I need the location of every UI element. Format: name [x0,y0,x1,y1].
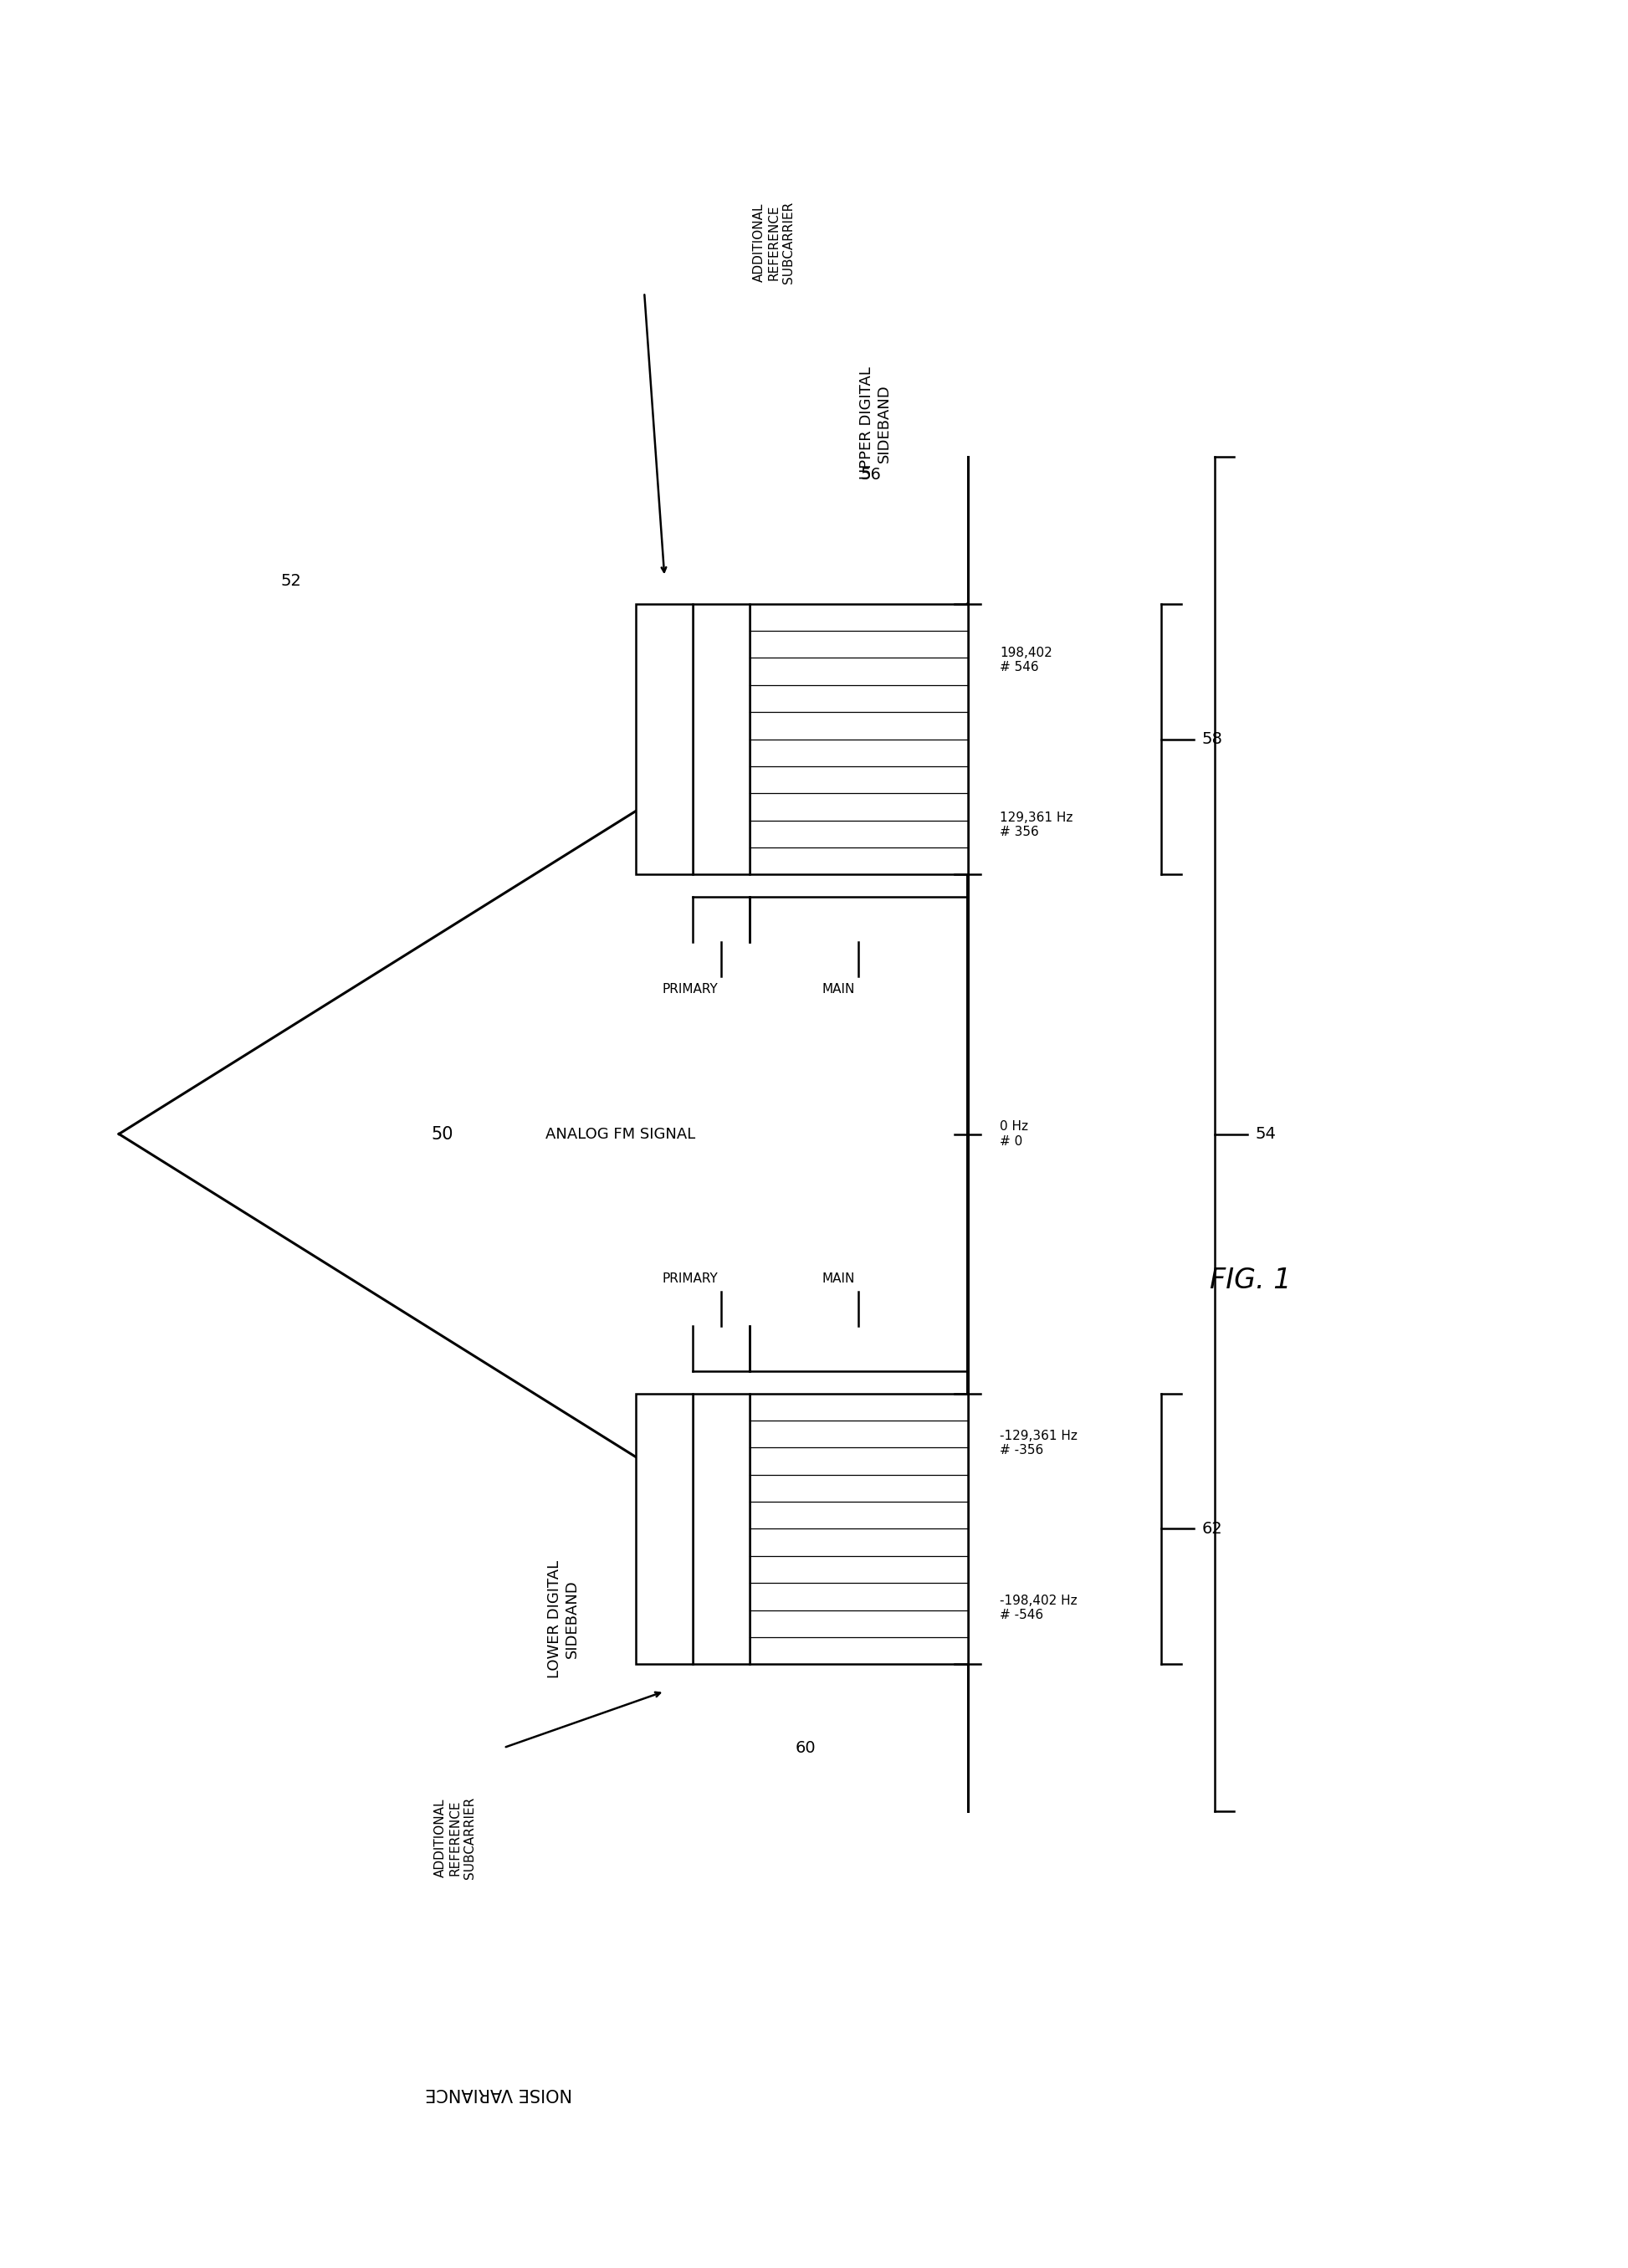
Text: ANALOG FM SIGNAL: ANALOG FM SIGNAL [545,1127,695,1141]
Text: NOISE VARIANCE: NOISE VARIANCE [425,2084,573,2102]
Text: 129,361 Hz
# 356: 129,361 Hz # 356 [1000,812,1073,839]
Text: LOWER DIGITAL
SIDEBAND: LOWER DIGITAL SIDEBAND [547,1560,580,1678]
Text: 50: 50 [431,1125,453,1143]
Text: PRIMARY: PRIMARY [663,1272,718,1286]
Text: 56: 56 [860,467,881,483]
Text: ADDITIONAL
REFERENCE
SUBCARRIER: ADDITIONAL REFERENCE SUBCARRIER [435,1796,475,1880]
Text: 62: 62 [1201,1522,1223,1538]
Text: MAIN: MAIN [822,1272,855,1286]
Text: PRIMARY: PRIMARY [663,982,718,996]
Text: 58: 58 [1201,730,1223,746]
Text: 54: 54 [1255,1125,1276,1143]
Bar [749,1393,967,1665]
Text: -129,361 Hz
# -356: -129,361 Hz # -356 [1000,1429,1078,1456]
Bar [694,603,749,875]
Text: -198,402 Hz
# -546: -198,402 Hz # -546 [1000,1594,1078,1622]
Text: 198,402
# 546: 198,402 # 546 [1000,646,1052,674]
Text: 52: 52 [280,574,301,590]
Text: MAIN: MAIN [822,982,855,996]
Text: 60: 60 [796,1740,816,1755]
Text: 0 Hz
# 0: 0 Hz # 0 [1000,1120,1029,1148]
Bar [694,1393,749,1665]
Text: FIG. 1: FIG. 1 [1210,1268,1291,1295]
Text: UPPER DIGITAL
SIDEBAND: UPPER DIGITAL SIDEBAND [860,367,892,479]
Text: ADDITIONAL
REFERENCE
SUBCARRIER: ADDITIONAL REFERENCE SUBCARRIER [752,202,794,284]
Bar [637,603,694,875]
Bar [637,1393,694,1665]
Bar [749,603,967,875]
